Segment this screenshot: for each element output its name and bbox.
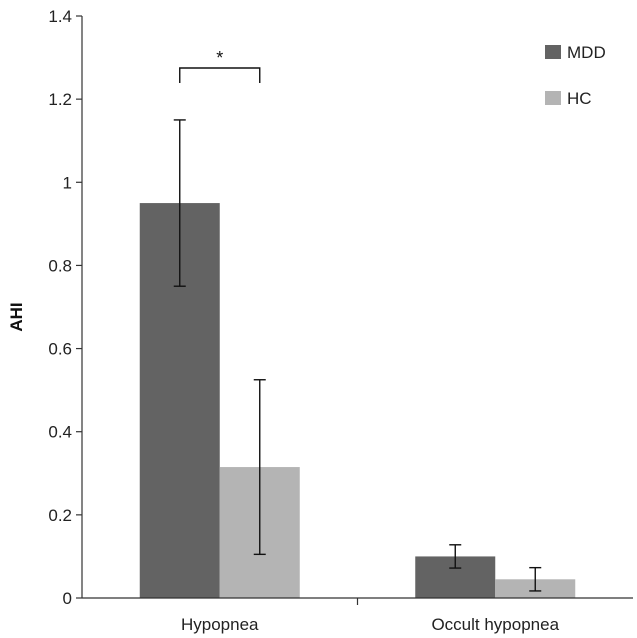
y-tick-label: 0 [63,589,72,608]
y-tick-label: 1 [63,173,72,192]
significance-star: * [216,48,223,68]
legend-label-hc: HC [567,89,592,108]
legend-swatch-mdd [545,45,561,59]
y-tick-label: 1.4 [48,7,72,26]
legend-swatch-hc [545,91,561,105]
y-tick-label: 0.6 [48,340,72,359]
y-axis-title: AHI [7,302,26,331]
y-tick-label: 0.8 [48,256,72,275]
x-category-label: Hypopnea [181,615,259,634]
legend-label-mdd: MDD [567,43,606,62]
x-category-label: Occult hypopnea [431,615,559,634]
y-tick-label: 0.4 [48,423,72,442]
significance-bracket [179,67,261,83]
y-tick-label: 1.2 [48,90,72,109]
y-tick-label: 0.2 [48,506,72,525]
